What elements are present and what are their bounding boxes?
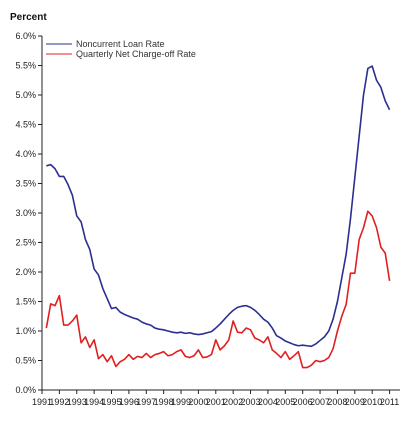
x-tick-label: 2003	[241, 397, 261, 407]
y-axis-unit-label: Percent	[10, 12, 47, 23]
y-tick-label: 4.0%	[15, 149, 36, 159]
y-tick-label: 1.5%	[15, 297, 36, 307]
x-tick-label: 1998	[154, 397, 174, 407]
legend: Noncurrent Loan Rate Quarterly Net Charg…	[46, 39, 196, 59]
y-tick-label: 5.5%	[15, 61, 36, 71]
x-tick-label: 1996	[119, 397, 139, 407]
y-tick-label: 2.0%	[15, 267, 36, 277]
y-tick-label: 5.0%	[15, 90, 36, 100]
x-tick-label: 1995	[101, 397, 121, 407]
legend-label-noncurrent-loan-rate: Noncurrent Loan Rate	[76, 39, 165, 49]
y-tick-label: 1.0%	[15, 326, 36, 336]
y-tick-label: 3.0%	[15, 208, 36, 218]
x-tick-label: 1999	[171, 397, 191, 407]
x-tick-label: 2009	[345, 397, 365, 407]
x-tick-label: 2008	[327, 397, 347, 407]
series-lines	[45, 65, 391, 369]
x-tick-label: 2007	[310, 397, 330, 407]
x-tick-label: 2001	[206, 397, 226, 407]
series-line-quarterly-net-charge-off-rate	[45, 210, 391, 369]
y-tick-label: 0.5%	[15, 356, 36, 366]
x-tick-label: 2005	[275, 397, 295, 407]
x-tick-label: 2004	[258, 397, 278, 407]
y-tick-label: 2.5%	[15, 238, 36, 248]
x-tick-label: 1991	[32, 397, 52, 407]
y-axis-ticks: 0.0% 0.5% 1.0% 1.5% 2.0% 2.5% 3.0% 3.5% 4.0% 4.5%…	[15, 31, 42, 395]
x-tick-label: 2010	[362, 397, 382, 407]
x-tick-label: 1994	[84, 397, 104, 407]
x-tick-label: 1993	[67, 397, 87, 407]
x-tick-label: 2002	[223, 397, 243, 407]
y-tick-label: 3.5%	[15, 179, 36, 189]
x-tick-label: 1992	[49, 397, 69, 407]
y-tick-label: 6.0%	[15, 31, 36, 41]
legend-label-quarterly-net-charge-off-rate: Quarterly Net Charge-off Rate	[76, 49, 196, 59]
series-line-noncurrent-loan-rate	[46, 65, 391, 348]
y-tick-label: 0.0%	[15, 385, 36, 395]
x-tick-label: 2000	[188, 397, 208, 407]
x-tick-label: 2011	[380, 397, 399, 407]
y-tick-label: 4.5%	[15, 120, 36, 130]
x-tick-label: 2006	[293, 397, 313, 407]
x-axis-ticks: 1991199219931994199519961997199819992000…	[32, 390, 399, 407]
x-tick-label: 1997	[136, 397, 156, 407]
